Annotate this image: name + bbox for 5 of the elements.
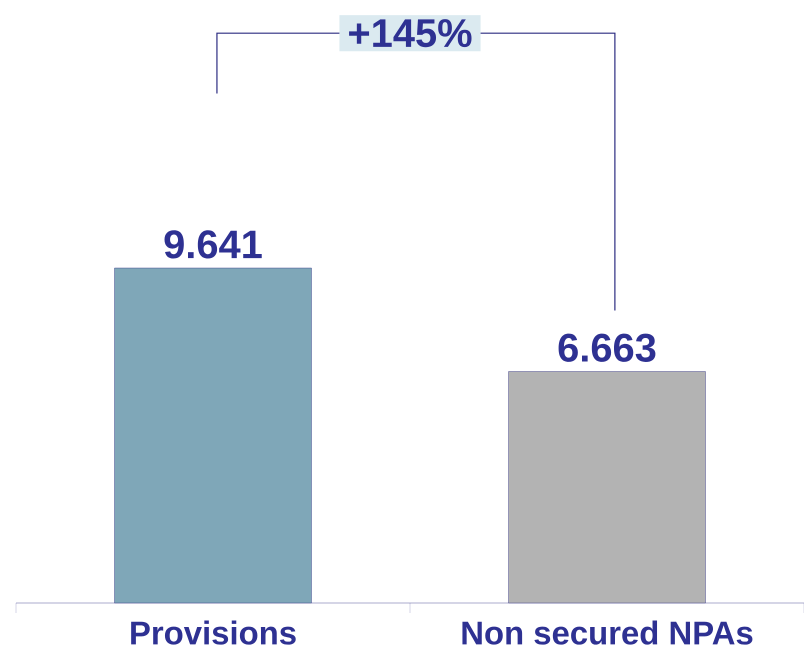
text: +145%	[349, 19, 472, 48]
data-label: 6.663	[558, 334, 656, 362]
x-tick-label: Non secured NPAs	[462, 620, 752, 645]
x-tick-label: Provisions	[131, 620, 296, 645]
data-label: 9.641	[164, 230, 262, 258]
